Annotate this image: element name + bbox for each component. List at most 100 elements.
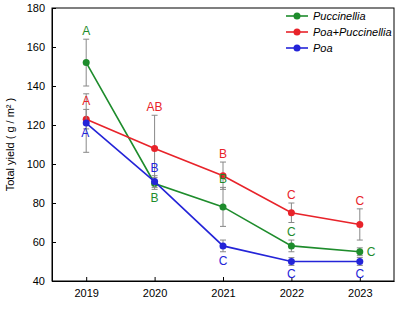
significance-letter: C bbox=[287, 188, 296, 202]
significance-letter: C bbox=[355, 267, 364, 281]
y-tick: 140 bbox=[27, 80, 56, 92]
significance-letter: B bbox=[219, 147, 227, 161]
y-tick: 80 bbox=[33, 197, 56, 209]
error-bar bbox=[152, 176, 158, 188]
x-tick-label: 2023 bbox=[348, 287, 372, 299]
significance-letter: A bbox=[82, 94, 90, 108]
x-tick-mark bbox=[155, 277, 156, 281]
error-bar-cap bbox=[357, 257, 363, 258]
significance-letter: C bbox=[355, 194, 364, 208]
y-tick-label: 60 bbox=[33, 236, 45, 248]
legend-marker bbox=[294, 29, 301, 36]
series-marker bbox=[83, 59, 90, 66]
y-axis-title: Total yield ( g / m² ) bbox=[4, 98, 16, 192]
y-tick-label: 40 bbox=[33, 275, 45, 287]
error-bar-cap bbox=[152, 187, 158, 188]
significance-letter: C bbox=[219, 254, 228, 268]
series-marker bbox=[220, 203, 227, 210]
error-bar-cap bbox=[357, 247, 363, 248]
error-bar-cap bbox=[288, 265, 294, 266]
significance-letter: AB bbox=[147, 100, 163, 114]
x-tick-label: 2020 bbox=[143, 287, 167, 299]
error-bar-cap bbox=[152, 175, 158, 176]
error-bar-cap bbox=[220, 251, 226, 252]
letters: ABBCCAABBCCABCCC bbox=[81, 24, 376, 281]
error-bar-cap bbox=[220, 162, 226, 163]
legend-marker bbox=[294, 45, 301, 52]
error-bar-cap bbox=[220, 226, 226, 227]
significance-letter: B bbox=[219, 172, 227, 186]
significance-letter: C bbox=[287, 267, 296, 281]
error-bar-cap bbox=[288, 222, 294, 223]
error-bar bbox=[220, 240, 226, 252]
y-tick-label: 120 bbox=[27, 119, 45, 131]
x-tick-mark bbox=[86, 277, 87, 281]
series-marker bbox=[356, 248, 363, 255]
legend-label: Poa+Puccinellia bbox=[313, 26, 392, 38]
x-tick-label: 2022 bbox=[280, 287, 304, 299]
legend-entry: Poa+Puccinellia bbox=[286, 26, 392, 38]
x-tick-mark bbox=[223, 277, 224, 281]
significance-letter: B bbox=[151, 161, 159, 175]
series-marker bbox=[151, 145, 158, 152]
error-bar bbox=[152, 178, 158, 190]
significance-letter: C bbox=[367, 245, 376, 259]
y-tick-mark bbox=[52, 164, 56, 165]
error-bar bbox=[357, 258, 363, 266]
error-bar-cap bbox=[357, 208, 363, 209]
data-area bbox=[83, 39, 364, 265]
y-axis-line bbox=[52, 9, 53, 282]
error-bar-cap bbox=[357, 255, 363, 256]
y-tick: 160 bbox=[27, 41, 56, 53]
error-bar-cap bbox=[152, 189, 158, 190]
plot: 4060801001201401601802019202020212022202… bbox=[27, 2, 395, 299]
significance-letter: A bbox=[81, 126, 89, 140]
y-tick-label: 180 bbox=[27, 2, 45, 14]
legend-marker bbox=[294, 13, 301, 20]
error-bar bbox=[288, 240, 294, 252]
error-bar-cap bbox=[357, 265, 363, 266]
y-tick: 180 bbox=[27, 2, 56, 14]
legend-label: Poa bbox=[313, 42, 333, 54]
legend-entry: Puccinellia bbox=[286, 10, 366, 22]
series-line bbox=[86, 119, 360, 224]
error-bar bbox=[83, 39, 89, 86]
x-tick-label: 2019 bbox=[74, 287, 98, 299]
significance-letter: B bbox=[151, 191, 159, 205]
error-bar bbox=[357, 209, 363, 240]
y-tick-mark bbox=[52, 86, 56, 87]
error-bar bbox=[288, 258, 294, 266]
significance-letter: A bbox=[82, 24, 90, 38]
series-marker bbox=[288, 242, 295, 249]
legend-label: Puccinellia bbox=[313, 10, 366, 22]
x-axis: 20192020202120222023 bbox=[53, 277, 395, 299]
series-marker bbox=[151, 178, 158, 185]
y-tick: 100 bbox=[27, 158, 56, 170]
y-tick-mark bbox=[52, 203, 56, 204]
y-tick-label: 80 bbox=[33, 197, 45, 209]
y-tick: 60 bbox=[33, 236, 56, 248]
x-axis-line bbox=[53, 281, 395, 282]
error-bar-cap bbox=[83, 152, 89, 153]
error-bar-cap bbox=[288, 240, 294, 241]
plot-frame bbox=[52, 8, 394, 281]
series-marker bbox=[220, 242, 227, 249]
x-tick: 2020 bbox=[143, 277, 167, 299]
error-bar-cap bbox=[288, 257, 294, 258]
y-tick-label: 140 bbox=[27, 80, 45, 92]
error-bar-cap bbox=[288, 203, 294, 204]
significance-letter: C bbox=[287, 225, 296, 239]
series-marker bbox=[288, 209, 295, 216]
series-marker bbox=[288, 258, 295, 265]
series-marker bbox=[356, 258, 363, 265]
error-bar-cap bbox=[83, 39, 89, 40]
legend: Puccinellia Poa+Puccinellia Poa bbox=[286, 10, 392, 54]
error-bar-cap bbox=[83, 86, 89, 87]
y-tick-mark bbox=[52, 125, 56, 126]
y-tick: 120 bbox=[27, 119, 56, 131]
error-bar-cap bbox=[288, 251, 294, 252]
y-tick-mark bbox=[52, 47, 56, 48]
error-bar bbox=[220, 187, 226, 226]
error-bar bbox=[288, 203, 294, 223]
y-tick-mark bbox=[52, 242, 56, 243]
